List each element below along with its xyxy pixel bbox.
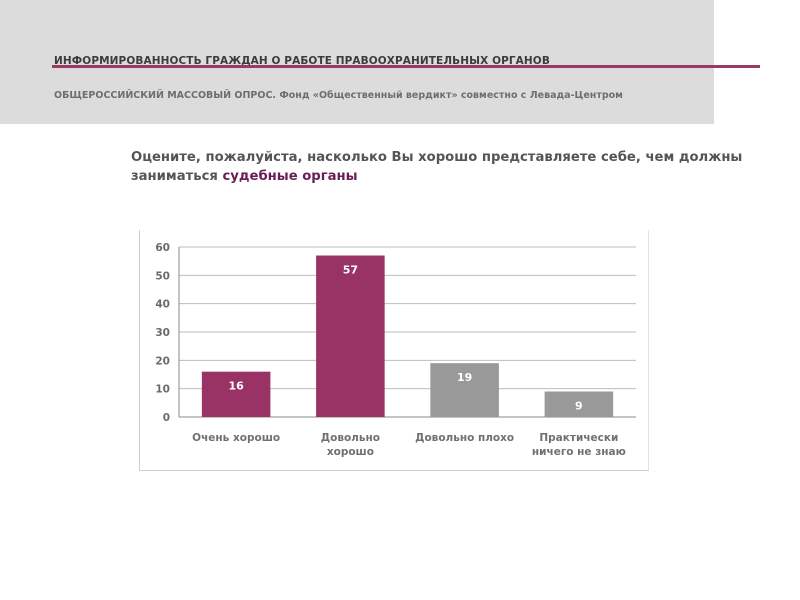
chart-frame: 0 10 20 30 40 50 60 16 Очень хорошо 57 Довольно хор…: [139, 230, 649, 471]
bar-chart: 0 10 20 30 40 50 60 16 Очень хорошо 57 Довольно хор…: [155, 242, 636, 458]
y-tick-label: 20: [155, 355, 170, 367]
x-tick-label: Практически: [539, 432, 618, 444]
bar: [316, 255, 385, 417]
question-highlight: судебные органы: [222, 169, 358, 184]
x-tick-label: ничего не знаю: [532, 446, 626, 458]
y-tick-label: 10: [155, 384, 170, 396]
survey-question: Оцените, пожалуйста, насколько Вы хорошо…: [131, 148, 781, 186]
bar: [201, 371, 271, 417]
x-tick-label: Очень хорошо: [192, 432, 280, 444]
y-tick-label: 40: [155, 299, 170, 311]
data-label: 16: [228, 380, 244, 393]
y-tick-label: 50: [155, 270, 170, 282]
question-text: Оцените, пожалуйста, насколько Вы хорошо…: [131, 150, 743, 184]
x-tick-label: Довольно плохо: [415, 432, 514, 444]
x-tick-label: Довольно: [321, 432, 380, 444]
bar: [544, 391, 614, 417]
data-label: 57: [343, 264, 358, 277]
y-tick-label: 0: [163, 412, 170, 424]
data-label: 9: [575, 400, 583, 413]
header-band: [0, 0, 714, 124]
page-title: ИНФОРМИРОВАННОСТЬ ГРАЖДАН О РАБОТЕ ПРАВО…: [54, 55, 550, 67]
data-label: 19: [457, 371, 472, 384]
page-subtitle: ОБЩЕРОССИЙСКИЙ МАССОВЫЙ ОПРОС. Фонд «Общ…: [54, 90, 623, 101]
y-tick-label: 60: [155, 242, 170, 254]
header-divider: [52, 65, 760, 68]
x-tick-label: хорошо: [327, 446, 374, 458]
bar: [430, 363, 499, 417]
y-tick-label: 30: [155, 327, 170, 339]
